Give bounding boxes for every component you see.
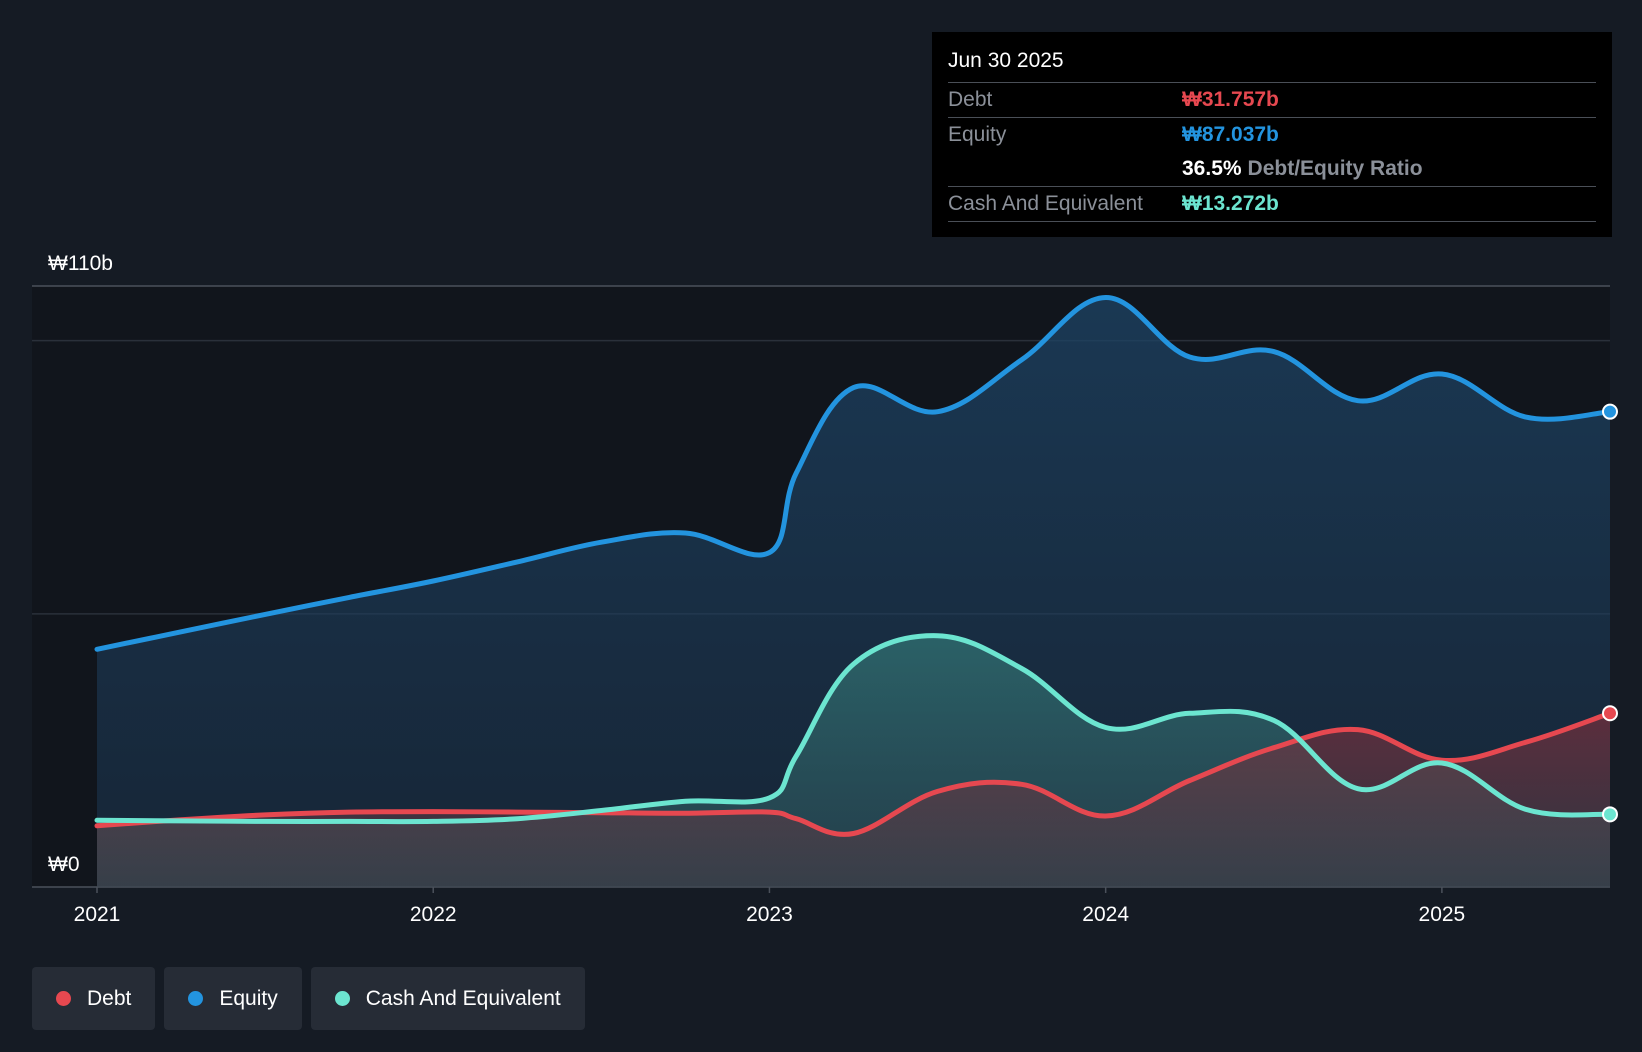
tooltip-equity-row: Equity ₩87.037b xyxy=(948,118,1596,152)
equity-dot-icon xyxy=(188,991,204,1006)
label-layer: 2021 2022 2023 2024 2025 ₩110b ₩0 xyxy=(48,252,1465,926)
debt-area xyxy=(97,713,1610,887)
tooltip-ratio-label: Debt/Equity Ratio xyxy=(1247,157,1423,180)
tooltip-ratio-spacer xyxy=(948,152,1182,186)
tooltip-cash-label: Cash And Equivalent xyxy=(948,192,1143,215)
x-tick-label-2025: 2025 xyxy=(1419,903,1466,926)
tooltip-ratio-row: 36.5% Debt/Equity Ratio xyxy=(948,152,1596,187)
legend-label-debt: Debt xyxy=(87,986,132,1010)
legend-label-equity: Equity xyxy=(219,986,278,1010)
equity-endpoint[interactable] xyxy=(1602,403,1618,420)
tooltip-debt-row: Debt ₩31.757b xyxy=(948,83,1596,118)
cash-and-equivalent-line xyxy=(94,633,1613,825)
debt-endpoint[interactable] xyxy=(1602,705,1618,722)
tooltip-cash-value: ₩13.272b xyxy=(1182,192,1279,215)
y-tick-label-zero: ₩0 xyxy=(48,853,80,876)
equity-line xyxy=(94,294,1613,652)
tooltip-debt-label: Debt xyxy=(948,88,993,111)
cash-and-equivalent-endpoint[interactable] xyxy=(1602,806,1618,823)
endpoint-layer xyxy=(1602,403,1618,823)
legend-item-cash[interactable]: Cash And Equivalent xyxy=(310,967,585,1030)
debt-line xyxy=(94,710,1613,837)
y-tick-label-max: ₩110b xyxy=(48,252,113,275)
x-tick-label-2021: 2021 xyxy=(74,903,121,926)
x-tick-label-2024: 2024 xyxy=(1082,903,1129,926)
data-tooltip: Jun 30 2025 Debt ₩31.757b Equity ₩87.037… xyxy=(932,32,1612,237)
tooltip-cash-row: Cash And Equivalent ₩13.272b xyxy=(948,187,1596,222)
legend-item-equity[interactable]: Equity xyxy=(164,967,302,1030)
line-layer xyxy=(94,294,1613,837)
tooltip-ratio-value: 36.5% xyxy=(1182,157,1242,180)
debt-dot-icon xyxy=(56,991,71,1006)
tooltip-equity-label: Equity xyxy=(948,123,1007,146)
cash-dot-icon xyxy=(334,991,350,1006)
legend: Debt Equity Cash And Equivalent xyxy=(32,967,585,1030)
area-layer xyxy=(97,297,1610,887)
tooltip-date: Jun 30 2025 xyxy=(948,46,1596,83)
tooltip-equity-value: ₩87.037b xyxy=(1182,123,1279,146)
x-tick-label-2023: 2023 xyxy=(746,903,793,926)
tooltip-debt-value: ₩31.757b xyxy=(1182,88,1279,111)
legend-item-debt[interactable]: Debt xyxy=(32,967,156,1030)
legend-label-cash: Cash And Equivalent xyxy=(365,986,561,1010)
x-tick-label-2022: 2022 xyxy=(410,903,457,926)
